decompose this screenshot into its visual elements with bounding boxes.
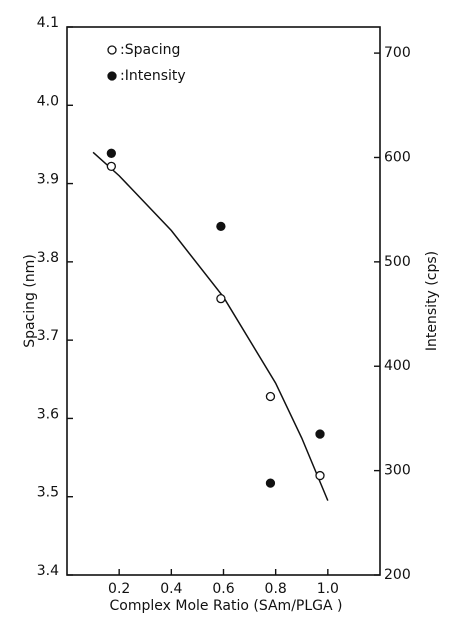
y2-axis-label: Intensity (cps)	[424, 251, 440, 351]
y2-tick-label: 200	[384, 567, 411, 583]
legend-marker	[107, 45, 117, 55]
point	[216, 221, 226, 232]
point	[315, 429, 325, 439]
y-tick-label: 4.1	[37, 15, 59, 31]
y2-tick-label: 400	[384, 358, 411, 374]
point	[216, 294, 226, 304]
x-tick-label: 0.2	[108, 581, 130, 597]
y2-tick-label: 300	[384, 463, 411, 479]
y-tick-label: 4.0	[37, 93, 59, 109]
y2-tick-label: 600	[384, 149, 411, 165]
legend-label: :Intensity	[120, 68, 186, 84]
x-tick-label: 0.4	[160, 581, 182, 597]
legend-label: :Spacing	[120, 42, 180, 58]
point	[265, 391, 276, 402]
y-tick-label: 3.7	[37, 328, 59, 344]
y2-tick-label: 500	[384, 254, 411, 270]
fit-curve	[92, 151, 329, 501]
point	[265, 478, 276, 488]
point	[106, 148, 116, 158]
x-tick-label: 0.6	[212, 581, 234, 597]
point	[315, 470, 325, 481]
y2-tick-label: 700	[384, 45, 411, 61]
point	[106, 161, 116, 171]
x-tick-label: 0.8	[265, 581, 287, 597]
x-tick-label: 1.0	[317, 581, 339, 597]
y-axis-label: Spacing (nm)	[22, 254, 38, 348]
legend-marker	[107, 71, 117, 81]
y-tick-label: 3.4	[37, 563, 59, 579]
x-axis-label: Complex Mole Ratio (SAm/PLGA )	[110, 598, 343, 614]
y-tick-label: 3.9	[37, 172, 59, 188]
y-tick-label: 3.5	[37, 485, 59, 501]
y-tick-label: 3.6	[37, 406, 59, 422]
y-tick-label: 3.8	[37, 250, 59, 266]
